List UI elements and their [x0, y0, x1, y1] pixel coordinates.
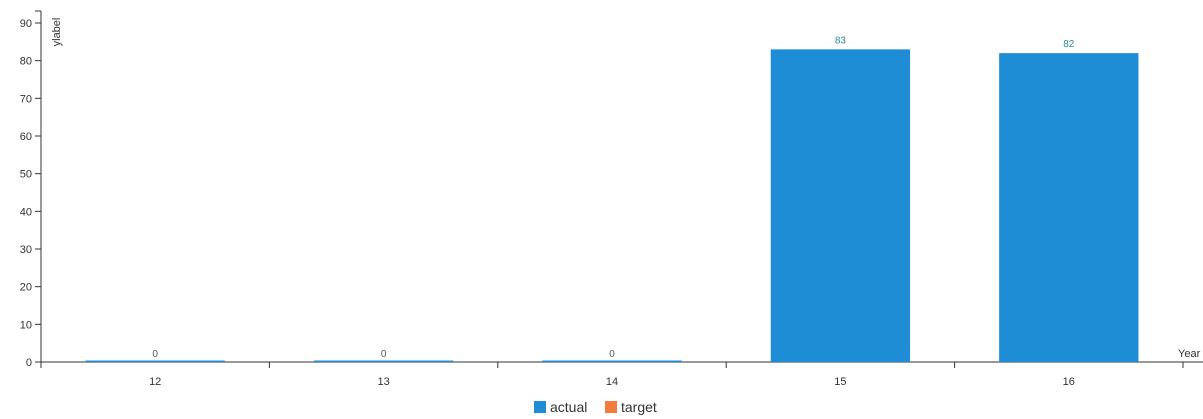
- y-axis: 0 10 20 30 40 50 60 70 80 90: [20, 10, 42, 369]
- y-tick-label-50: 50: [20, 169, 32, 181]
- data-label-13: 0: [381, 349, 387, 360]
- legend-swatch-target: [605, 401, 617, 413]
- y-tick-label-0: 0: [26, 357, 32, 369]
- bar-actual-16: [999, 53, 1139, 363]
- y-tick-label-80: 80: [20, 56, 32, 68]
- y-tick-label-10: 10: [20, 319, 32, 331]
- data-label-15: 83: [835, 35, 847, 46]
- legend-item-target[interactable]: target: [605, 399, 657, 415]
- x-tick-label-12: 12: [149, 376, 161, 388]
- y-tick-label-90: 90: [20, 18, 32, 30]
- legend-item-actual[interactable]: actual: [534, 399, 587, 415]
- y-axis-title: ylabel: [51, 18, 63, 47]
- plot-area: 0 10 20 30 40 50 60 70 80 90 12 13 14 15 16 0 0 0 83 82: [20, 10, 1203, 388]
- bar-actual-13: [313, 360, 454, 362]
- legend: actual target: [534, 399, 657, 415]
- y-tick-label-40: 40: [20, 206, 32, 218]
- data-labels: 0 0 0 83 82: [152, 35, 1074, 360]
- data-label-16: 82: [1063, 39, 1075, 50]
- legend-swatch-actual: [534, 401, 546, 413]
- y-tick-label-30: 30: [20, 244, 32, 256]
- bar-actual-12: [85, 360, 225, 362]
- data-label-14: 0: [609, 349, 615, 360]
- y-tick-label-20: 20: [20, 282, 32, 294]
- bar-actual-15: [770, 49, 911, 362]
- bars: [85, 49, 1139, 363]
- y-tick-label-60: 60: [20, 131, 32, 143]
- data-label-12: 0: [152, 349, 158, 360]
- x-tick-label-16: 16: [1063, 376, 1075, 388]
- x-tick-label-13: 13: [377, 376, 389, 388]
- x-tick-label-15: 15: [834, 376, 846, 388]
- legend-label-target: target: [621, 399, 657, 415]
- x-axis: 12 13 14 15 16: [40, 361, 1203, 388]
- y-tick-label-70: 70: [20, 93, 32, 105]
- x-tick-label-14: 14: [606, 376, 618, 388]
- bar-actual-14: [542, 360, 682, 362]
- legend-label-actual: actual: [550, 399, 587, 415]
- x-axis-title: Year: [1178, 348, 1201, 360]
